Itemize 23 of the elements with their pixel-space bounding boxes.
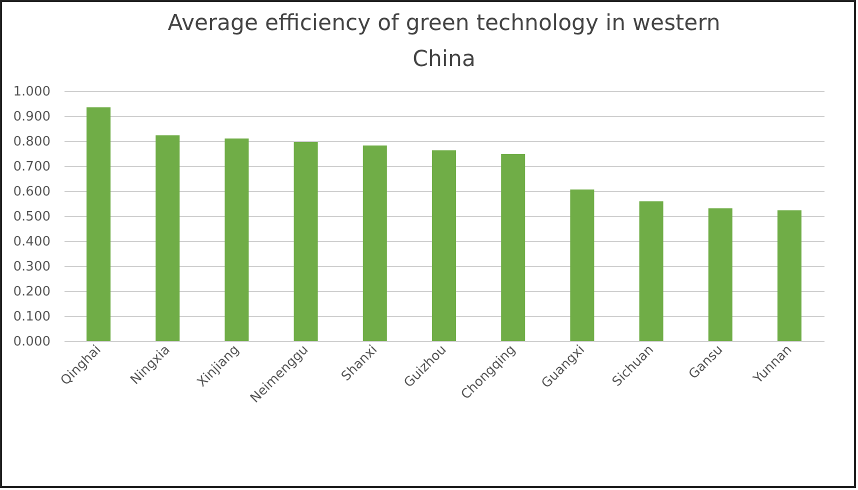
bar (224, 138, 249, 341)
y-tick-label: 0.400 (13, 234, 50, 250)
bar (570, 190, 594, 341)
bar (708, 208, 732, 341)
y-tick-label: 0.800 (13, 134, 50, 150)
y-tick-label: 0.600 (13, 184, 50, 200)
bar (294, 142, 318, 341)
y-tick-label: 1.000 (13, 84, 50, 100)
bar (777, 210, 802, 341)
bar (86, 107, 111, 341)
y-tick-label: 0.700 (13, 160, 50, 174)
y-tick-label: 0.200 (13, 284, 50, 300)
y-tick-label: 0.000 (13, 334, 50, 350)
bar (156, 135, 180, 341)
bar (432, 150, 456, 341)
chart-title: Average efficiency of green technology in western China (168, 11, 720, 72)
bar (362, 146, 387, 341)
bar (501, 154, 526, 341)
y-tick-label: 0.500 (13, 210, 50, 224)
bar (639, 201, 664, 341)
y-tick-label: 0.100 (13, 310, 50, 324)
y-tick-label: 0.900 (13, 110, 50, 124)
y-tick-label: 0.300 (13, 260, 50, 274)
